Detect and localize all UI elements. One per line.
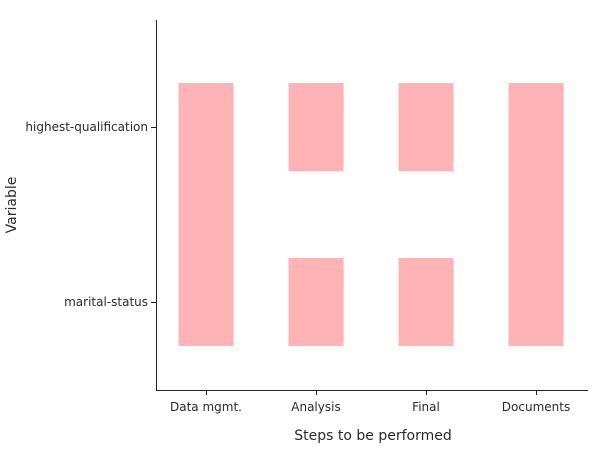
heat-cell-analysis-highest-qualification <box>288 83 344 171</box>
x-axis-title: Steps to be performed <box>294 428 451 444</box>
x-tick-label: Data mgmt. <box>170 400 242 414</box>
heat-cell-data-mgmt <box>178 83 234 346</box>
y-tick-label: marital-status <box>64 295 148 309</box>
y-ticks: highest-qualification marital-status <box>25 120 156 309</box>
y-tick-label: highest-qualification <box>25 120 148 134</box>
heat-cell-final-highest-qualification <box>398 83 454 171</box>
x-tick-label: Documents <box>502 400 570 414</box>
heat-cell-final-marital-status <box>398 258 454 346</box>
x-tick-label: Analysis <box>291 400 340 414</box>
x-tick-label: Final <box>412 400 440 414</box>
x-ticks: Data mgmt. Analysis Final Documents <box>170 390 570 414</box>
heat-cell-analysis-marital-status <box>288 258 344 346</box>
heat-cell-documents <box>508 83 564 346</box>
y-axis-title: Variable <box>4 177 20 234</box>
cells-layer <box>178 83 564 346</box>
